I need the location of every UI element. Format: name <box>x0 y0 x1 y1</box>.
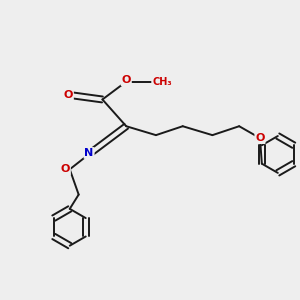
Text: O: O <box>122 75 131 85</box>
Text: O: O <box>64 90 73 100</box>
Text: O: O <box>61 164 70 174</box>
Text: O: O <box>255 133 265 143</box>
Text: N: N <box>84 148 94 158</box>
Text: CH₃: CH₃ <box>152 76 172 87</box>
